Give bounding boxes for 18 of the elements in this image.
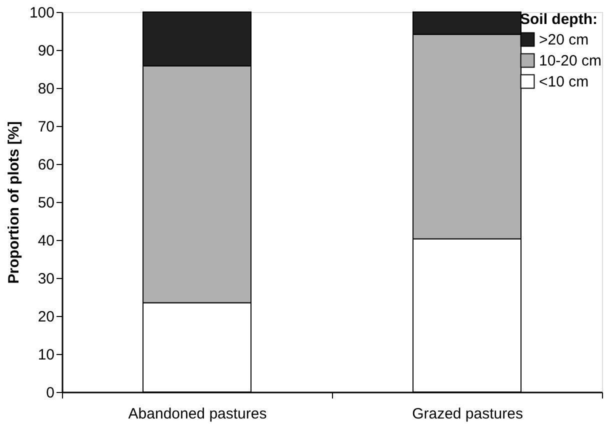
y-axis-title: Proportion of plots [%]	[5, 121, 22, 284]
x-tick-label: Abandoned pastures	[128, 406, 267, 422]
y-tick-label: 60	[38, 156, 54, 174]
legend-label: >20 cm	[539, 32, 589, 48]
x-tick-label: Grazed pastures	[412, 406, 523, 422]
y-tick-label: 70	[38, 118, 54, 136]
legend-label: 10-20 cm	[539, 52, 602, 70]
y-tick-label: 40	[38, 232, 54, 250]
y-tick-label: 90	[38, 42, 54, 60]
y-tick-label: 20	[38, 308, 54, 326]
legend-label: <10 cm	[539, 74, 589, 90]
y-tick-label: 80	[38, 80, 54, 98]
y-tick-label: 30	[38, 270, 54, 288]
legend-title: Soil depth:	[520, 11, 598, 28]
y-tick-label: 10	[38, 346, 54, 364]
y-tick-label: 100	[29, 4, 54, 22]
y-tick-label: 0	[46, 384, 54, 402]
y-tick-label: 50	[38, 194, 54, 212]
